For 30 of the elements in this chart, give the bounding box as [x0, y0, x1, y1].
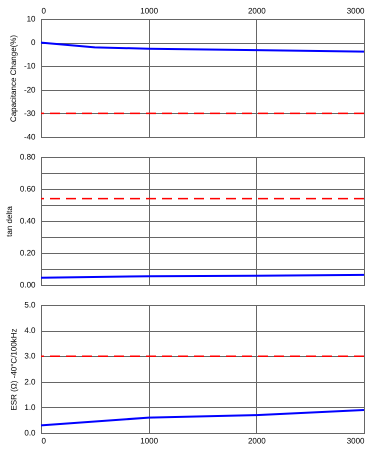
y-tick-label: 0.40 — [20, 216, 36, 226]
x-tick-label: 3000 — [346, 6, 366, 16]
line-series — [40, 408, 365, 426]
x-tick-label: 0 — [42, 6, 46, 16]
y-tick-label: 4.0 — [24, 326, 36, 336]
x-tick-label: 1000 — [140, 6, 159, 16]
y-tick-label: 3.0 — [24, 352, 36, 361]
y-tick-label: -30 — [24, 108, 36, 118]
y-tick-label: 0.00 — [20, 280, 36, 290]
x-tick-label: 1000 — [140, 436, 159, 446]
y-tick-label: 0 — [31, 38, 36, 48]
y-tick-label: 0.0 — [24, 428, 36, 438]
y-tick-label: 0.60 — [20, 184, 36, 194]
y-axis-title: tan delta — [4, 206, 14, 237]
x-tick-label: 2000 — [248, 6, 266, 16]
y-tick-label: 0.80 — [20, 152, 36, 162]
y-tick-label: -40 — [24, 132, 36, 142]
x-tick-label: 0 — [42, 436, 46, 446]
y-tick-label: 10 — [26, 14, 36, 24]
y-axis-title: Capacitance Change(%) — [8, 34, 18, 122]
y-tick-label: -20 — [24, 85, 36, 94]
line-series — [40, 42, 365, 53]
x-tick-label: 2000 — [248, 436, 266, 446]
x-tick-label: 3000 — [346, 436, 366, 446]
y-axis-title: ESR (Ω) -40°C/100kHz — [9, 328, 18, 411]
y-tick-label: -10 — [24, 62, 36, 71]
y-tick-label: 2.0 — [24, 377, 36, 386]
y-tick-label: 1.0 — [24, 402, 36, 412]
y-tick-label: 5.0 — [24, 300, 36, 310]
y-tick-label: 0.20 — [20, 248, 36, 258]
